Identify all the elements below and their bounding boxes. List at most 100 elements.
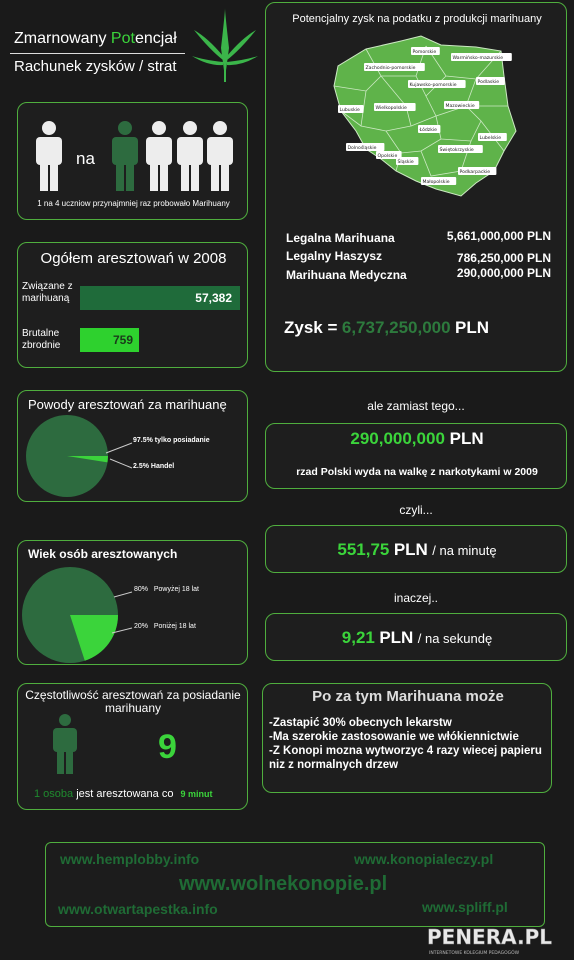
ages-label-adults: 80% Powyżej 18 lat [134, 586, 199, 593]
link-wolnekonopie[interactable]: www.wolnekonopie.pl [179, 873, 388, 895]
cannabis-leaf-icon [192, 8, 258, 82]
profit-row: Legalny Haszysz 786,250,000 PLN [286, 247, 551, 265]
title-underline [10, 53, 185, 54]
per-second-panel: 9,21 PLN / na sekundę [265, 613, 567, 661]
map-region-label-bg [364, 63, 425, 71]
map-region-label-bg [478, 133, 507, 141]
person-icon [146, 121, 172, 191]
svg-text:INTERNETOWE KOLEGIUM PEDAGOGÓW: INTERNETOWE KOLEGIUM PEDAGOGÓW [429, 949, 520, 956]
map-region-label-bg [476, 77, 505, 85]
map-region-label-bg [376, 151, 402, 159]
frequency-panel: Częstotliwość aresztowań za posiadanie m… [17, 683, 248, 810]
reasons-label-possession: 97.5% tylko posiadanie [133, 437, 210, 444]
person-icon [177, 121, 203, 191]
link-hemplobby[interactable]: www.hemplobby.info [60, 851, 200, 867]
benefits-title: Po za tym Marihuana może [312, 688, 504, 705]
penera-logo: PENERA.PL INTERNETOWE KOLEGIUM PEDAGOGÓW [427, 925, 553, 956]
map-region-label: Łódzkie [419, 126, 438, 133]
arrests-row-label: Związane z marihuaną [22, 281, 73, 304]
profit-row-label: Marihuana Medyczna [286, 268, 407, 282]
map-region-label-bg [346, 143, 385, 151]
map-region-label: Śląskie [398, 158, 414, 165]
arrests-row-label: Brutalne zbrodnie [22, 328, 61, 351]
profit-row-label: Legalna Marihuana [286, 231, 395, 245]
benefit-item: -Zastapić 30% obecnych lekarstw [269, 717, 452, 729]
map-region-label-bg [418, 125, 441, 133]
map-region-label: Kujawsko-pomorskie [410, 82, 457, 88]
map-region-label-bg [444, 101, 480, 109]
inaczej-text: inaczej.. [393, 591, 439, 605]
map-region-label: Świętokrzyskie [440, 146, 474, 153]
map-region-label: Wielkopolskie [376, 105, 407, 111]
links-panel: www.hemplobby.info www.konopialeczy.pl w… [45, 842, 545, 927]
frequency-number: 9 [158, 728, 177, 766]
map-region-label: Lubelskie [480, 135, 502, 141]
map-region-label-bg [338, 105, 364, 113]
map-region-label-bg [396, 157, 419, 165]
map-region-label: Zachodnio-pomorskie [366, 65, 416, 71]
per-second-value: 9,21 PLN / na sekundę [341, 628, 493, 647]
link-spliff[interactable]: www.spliff.pl [422, 899, 508, 915]
profit-row-value: 786,250,000 PLN [456, 251, 551, 265]
arrests-bar-marijuana: 57,382 [80, 286, 240, 310]
map-region-label: Małopolskie [423, 179, 450, 185]
map-region-label-bg [451, 53, 512, 61]
map-region-label-bg [438, 145, 483, 153]
frequency-title: Częstotliwość aresztowań za posiadanie m… [25, 688, 241, 715]
per-minute-panel: 551,75 PLN / na minutę [265, 525, 567, 573]
header: Zmarnowany Potencjał Rachunek zysków / s… [10, 8, 258, 88]
benefit-item: -Z Konopi mozna wytworzyc 4 razy wiecej … [269, 745, 542, 771]
czyli-text: czyli... [399, 503, 433, 517]
map-region-label-bg [411, 47, 440, 55]
map-region-label: Podkarpackie [460, 169, 491, 175]
benefits-list: -Zastapić 30% obecnych lekarstw -Ma szer… [269, 716, 544, 772]
link-konopialeczy[interactable]: www.konopialeczy.pl [354, 851, 494, 867]
reasons-label-trade: 2.5% Handel [133, 463, 175, 470]
profit-title: Potencjalny zysk na podatku z produkcji … [292, 13, 542, 25]
profit-total: Zysk = 6,737,250,000 PLN [284, 318, 490, 337]
map-region-label: Opolskie [378, 153, 398, 159]
map-region-label-bg [458, 167, 497, 175]
students-panel: na 1 na 4 uczniow przynajmniej raz probo… [17, 102, 248, 220]
reasons-panel: Powody aresztowań za marihuanę 97.5% tyl… [17, 390, 248, 502]
map-region-label: Warmińsko-mazurskie [453, 54, 504, 61]
map-region-label: Pomorskie [413, 49, 437, 55]
drug-war-desc: rzad Polski wyda na walkę z narkotykami … [296, 466, 538, 478]
profit-row-label: Legalny Haszysz [286, 249, 383, 263]
arrests-panel: Ogółem aresztowań w 2008 Związane z mari… [17, 242, 248, 368]
drug-war-panel: 290,000,000 PLN rzad Polski wyda na walk… [265, 423, 567, 489]
profit-row: Marihuana Medyczna 290,000,000 PLN [286, 266, 551, 284]
students-caption: 1 na 4 uczniow przynajmniej raz probował… [37, 199, 230, 208]
person-icon [36, 121, 62, 191]
map-region-label: Dolnośląskie [348, 144, 377, 151]
page-title: Zmarnowany Potencjał [14, 30, 177, 47]
profit-panel: Potencjalny zysk na podatku z produkcji … [265, 2, 567, 372]
instead-intro: ale zamiast tego... [367, 399, 465, 413]
per-minute-value: 551,75 PLN / na minutę [337, 540, 497, 559]
profit-row-value: 5,661,000,000 PLN [446, 229, 551, 243]
ages-panel: Wiek osób aresztowanych 80% Powyżej 18 l… [17, 540, 248, 665]
benefits-panel: Po za tym Marihuana może -Zastapić 30% o… [262, 683, 552, 793]
profit-row: Legalna Marihuana 5,661,000,000 PLN [286, 229, 551, 247]
watermark-logo: PENERA.PL INTERNETOWE KOLEGIUM PEDAGOGÓW [425, 922, 570, 958]
ages-label-minors: 20% Poniżej 18 lat [134, 623, 196, 630]
pie-slice-trade [67, 456, 108, 463]
ages-pie-chart [22, 567, 133, 663]
arrests-bar-value: 57,382 [195, 291, 232, 305]
map-region-label: Podlaskie [478, 79, 500, 85]
arrests-title: Ogółem aresztowań w 2008 [40, 250, 227, 267]
pie-slice-minors [70, 615, 119, 661]
benefit-item: -Ma szerokie zastosowanie we włókiennict… [269, 731, 519, 743]
drug-war-amount: 290,000,000 PLN [350, 429, 484, 448]
na-label: na [76, 149, 95, 168]
map-region-label-bg [374, 103, 416, 111]
person-icon-highlighted [112, 121, 138, 191]
ages-title: Wiek osób aresztowanych [28, 547, 178, 561]
person-icon [53, 714, 77, 774]
reasons-pie-chart [26, 415, 133, 497]
link-otwartapestka[interactable]: www.otwartapestka.info [58, 901, 218, 917]
profit-row-value: 290,000,000 PLN [456, 266, 551, 280]
svg-text:PENERA.PL: PENERA.PL [427, 925, 552, 949]
reasons-title: Powody aresztowań za marihuanę [28, 397, 227, 412]
person-icon [207, 121, 233, 191]
